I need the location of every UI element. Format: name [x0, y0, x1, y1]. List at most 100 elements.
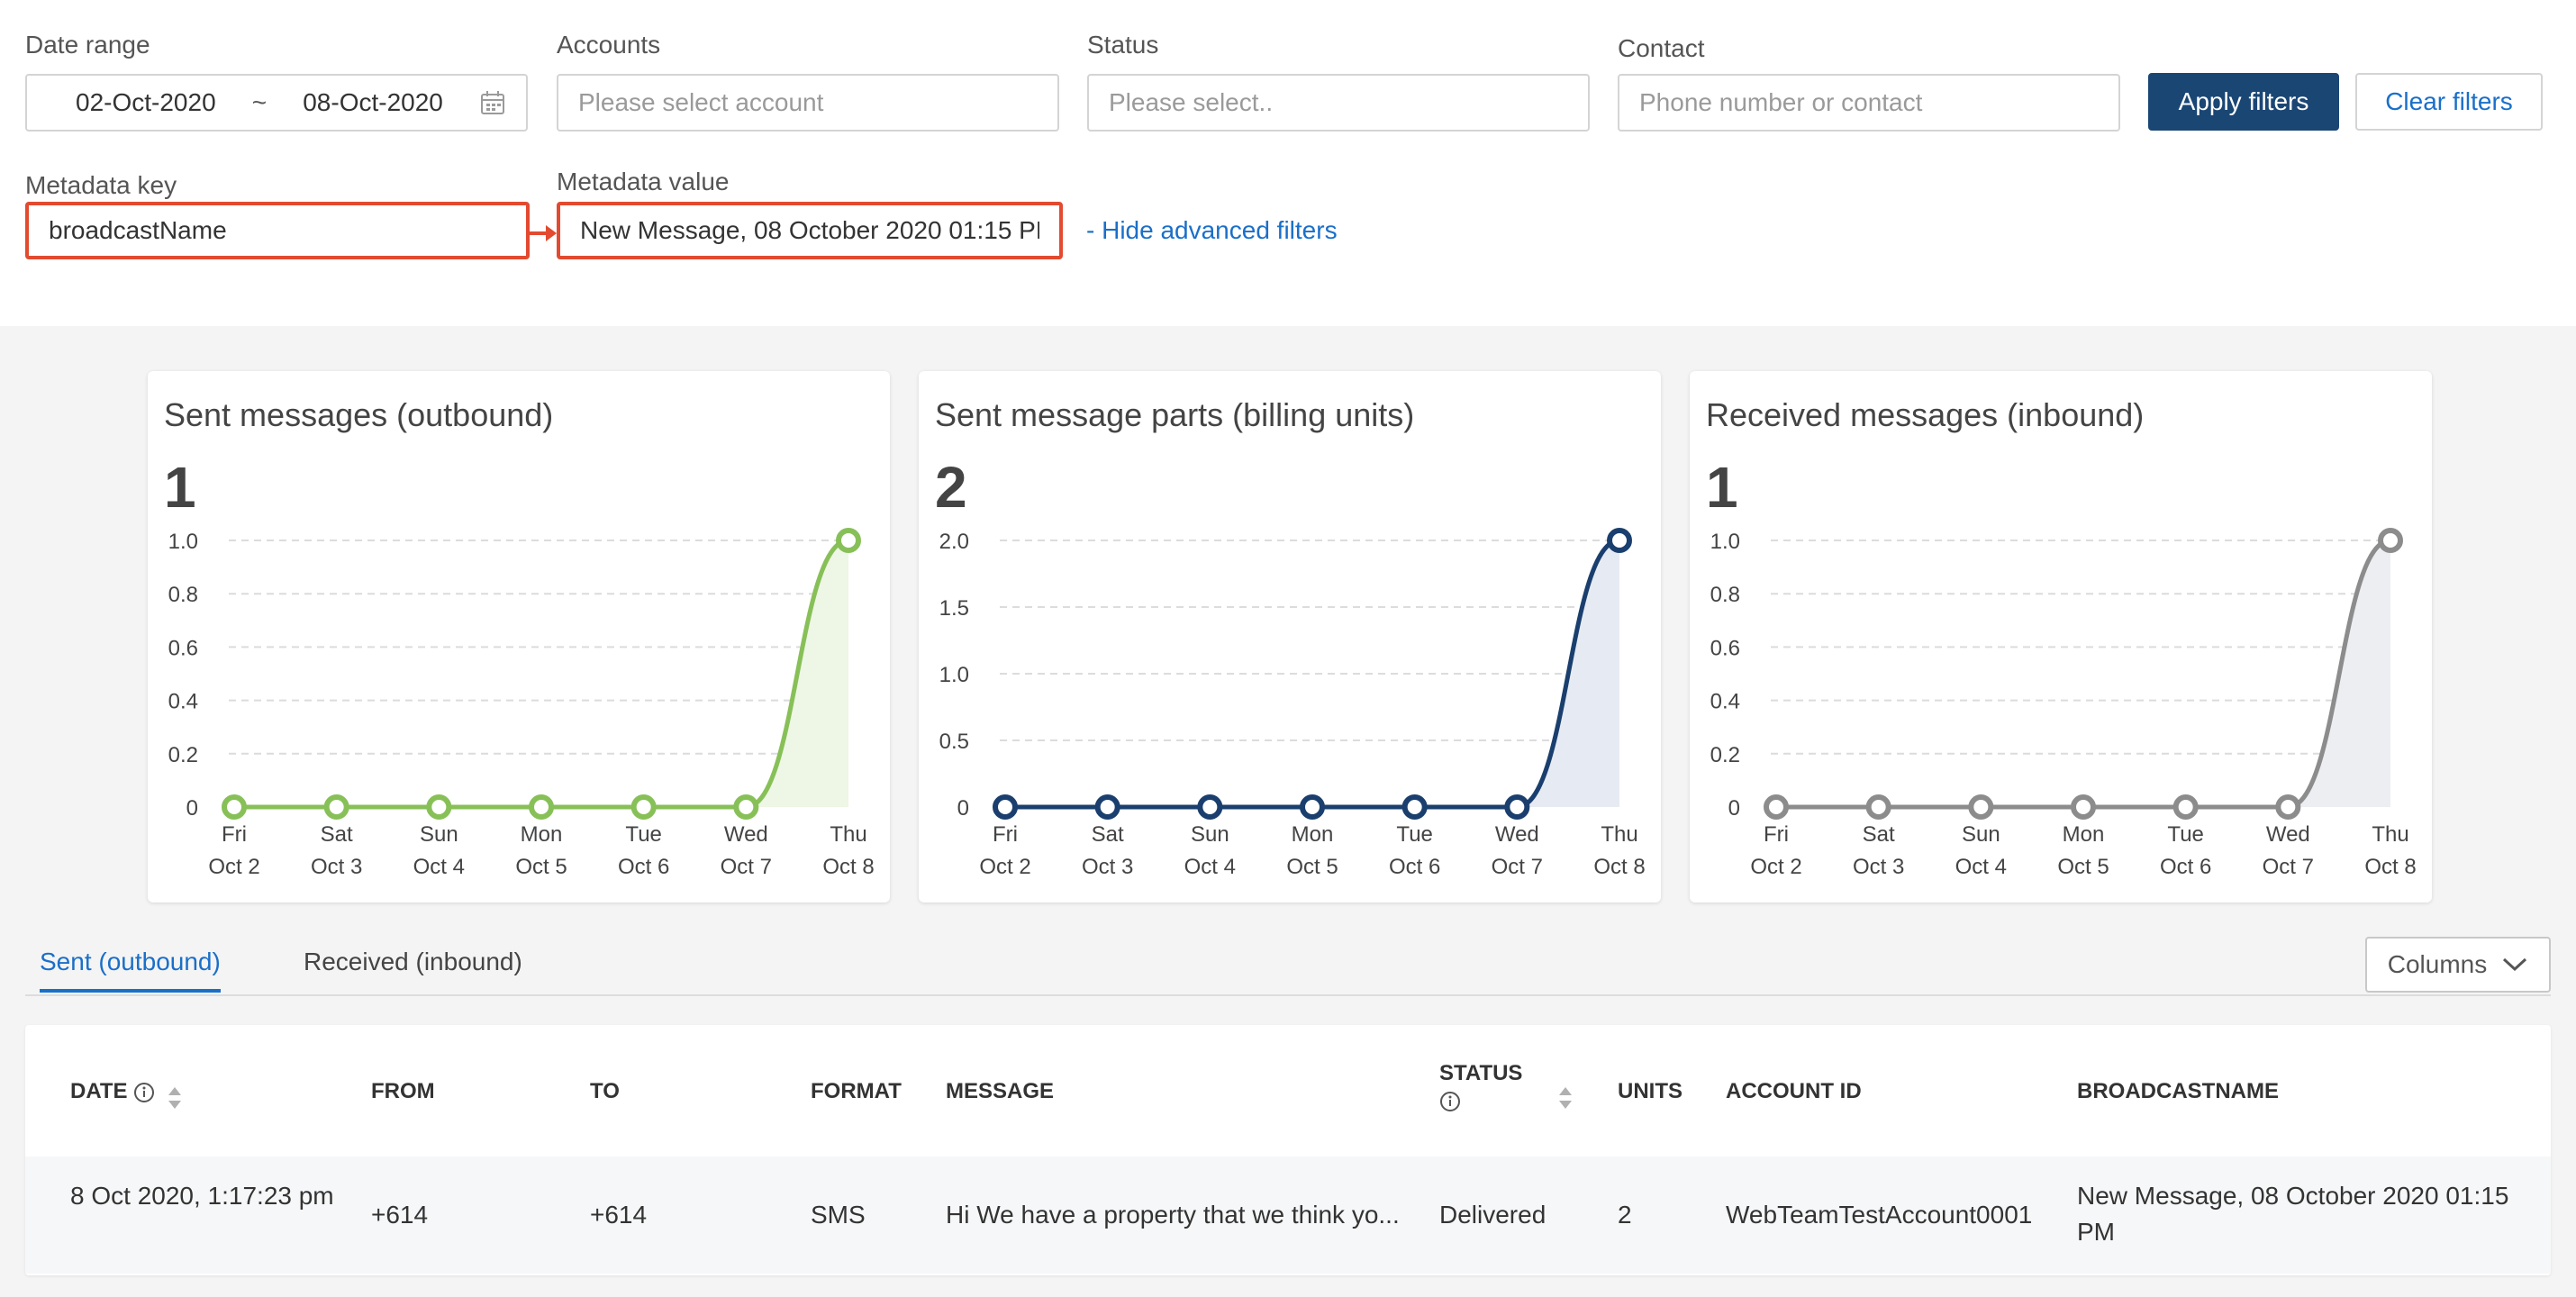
- y-tick-label: 0.6: [168, 636, 198, 660]
- cell-message: Hi We have a property that we think yo..…: [946, 1201, 1400, 1229]
- x-tick-label: Oct 3: [1082, 855, 1133, 879]
- x-tick-label: Oct 2: [979, 855, 1030, 879]
- chart-card-parts: Sent message parts (billing units) 2 2.0…: [919, 371, 1661, 902]
- tab-sent-outbound[interactable]: Sent (outbound): [40, 948, 221, 993]
- x-tick-label: Tue: [2167, 822, 2203, 847]
- x-tick-label: Sun: [420, 822, 458, 847]
- clear-filters-button[interactable]: Clear filters: [2355, 73, 2543, 131]
- series-line: [1775, 538, 2391, 810]
- x-tick-label: Sat: [1092, 822, 1124, 847]
- hide-advanced-filters-link[interactable]: - Hide advanced filters: [1086, 216, 1338, 244]
- data-point: [1094, 794, 1120, 820]
- data-point: [1865, 794, 1891, 820]
- header-account-id: ACCOUNT ID: [1726, 1079, 1862, 1103]
- info-icon[interactable]: [1439, 1091, 1461, 1112]
- tab-received-inbound[interactable]: Received (inbound): [304, 948, 522, 975]
- data-point: [222, 794, 247, 820]
- x-tick-label: Mon: [1292, 822, 1334, 847]
- received-messages-chart: 1.0 0.8 0.6 0.4 0.2 0 Fri Oct 2 Sat Oct 3 Sun Oct 4…: [1710, 528, 2417, 879]
- x-tick-label: Oct 6: [2160, 855, 2211, 879]
- x-tick-label: Oct 5: [1286, 855, 1338, 879]
- data-point: [1607, 528, 1632, 553]
- card-total: 1: [1706, 455, 1738, 520]
- y-tick-label: 0.8: [168, 583, 198, 607]
- columns-button[interactable]: Columns: [2365, 937, 2551, 993]
- metadata-value-input[interactable]: New Message, 08 October 2020 01:15 PM: [557, 202, 1063, 259]
- card-title: Sent messages (outbound): [164, 396, 554, 433]
- x-tick-label: Oct 8: [1593, 855, 1645, 879]
- x-tick-label: Fri: [222, 822, 247, 847]
- y-tick-label: 0.2: [168, 743, 198, 767]
- card-total: 2: [935, 455, 967, 520]
- y-tick-label: 0.2: [1710, 743, 1740, 767]
- data-point: [1504, 794, 1530, 820]
- date-from[interactable]: 02-Oct-2020: [76, 88, 216, 116]
- sort-icon[interactable]: [166, 1084, 184, 1111]
- y-tick-label: 0: [957, 796, 969, 821]
- header-message: MESSAGE: [946, 1079, 1055, 1103]
- date-range-input[interactable]: 02-Oct-2020 ~ 08-Oct-2020: [25, 74, 528, 132]
- data-point: [630, 794, 657, 820]
- x-tick-label: Oct 7: [721, 855, 772, 879]
- x-tick-label: Mon: [2063, 822, 2105, 847]
- connector-arrow-icon: [530, 225, 557, 241]
- series-area: [1776, 540, 2390, 807]
- cell-from: +614: [371, 1201, 429, 1229]
- header-units: UNITS: [1618, 1079, 1683, 1103]
- data-point: [1197, 794, 1223, 820]
- metadata-key-input[interactable]: broadcastName: [25, 202, 530, 259]
- x-tick-label: Tue: [625, 822, 661, 847]
- header-to: TO: [590, 1079, 620, 1103]
- x-tick-label: Sat: [321, 822, 353, 847]
- header-date-label: DATE: [70, 1079, 128, 1103]
- data-point: [733, 794, 759, 820]
- y-tick-label: 0.5: [939, 730, 969, 754]
- x-tick-label: Oct 8: [2364, 855, 2416, 879]
- y-tick-label: 0.4: [168, 690, 198, 714]
- contact-input[interactable]: Phone number or contact: [1618, 74, 2120, 132]
- y-tick-label: 0: [186, 796, 198, 821]
- y-tick-label: 1.0: [1710, 530, 1740, 554]
- date-to[interactable]: 08-Oct-2020: [303, 88, 443, 116]
- x-tick-label: Wed: [724, 822, 768, 847]
- sent-messages-chart: 1.0 0.8 0.6 0.4 0.2 0 Fri Oct 2 Sat Oct 3 Sun Oct 4…: [168, 528, 875, 879]
- cell-status: Delivered: [1439, 1201, 1547, 1229]
- x-tick-label: Oct 7: [1492, 855, 1543, 879]
- cell-date: 8 Oct 2020, 1:17:23 pm: [70, 1182, 334, 1210]
- data-point: [1300, 794, 1325, 820]
- cell-format: SMS: [811, 1201, 866, 1229]
- data-point: [426, 794, 452, 820]
- messages-table: DATE FROM TO FORMAT MESSAGE STATUS UNITS: [25, 1025, 2551, 1275]
- y-tick-label: 1.0: [939, 663, 969, 687]
- x-tick-label: Oct 8: [822, 855, 874, 879]
- x-tick-label: Oct 4: [413, 855, 465, 879]
- status-select[interactable]: Please select..: [1087, 74, 1590, 132]
- metadata-key-label: Metadata key: [25, 171, 177, 199]
- y-tick-label: 0: [1728, 796, 1740, 821]
- y-tick-label: 0.8: [1710, 583, 1740, 607]
- card-title: Received messages (inbound): [1706, 396, 2145, 433]
- sort-icon[interactable]: [1556, 1084, 1574, 1111]
- calendar-icon[interactable]: [479, 89, 506, 116]
- accounts-select[interactable]: Please select account: [557, 74, 1059, 132]
- x-tick-label: Mon: [521, 822, 563, 847]
- series-line: [1004, 538, 1620, 810]
- x-tick-label: Oct 2: [208, 855, 259, 879]
- cell-broadcastname: New Message, 08 October 2020 01:15 PM: [2077, 1182, 2509, 1246]
- chart-card-sent: Sent messages (outbound) 1 1.0 0.8 0.6 0.4 0…: [148, 371, 890, 902]
- apply-filters-button[interactable]: Apply filters: [2148, 73, 2339, 131]
- x-tick-label: Sun: [1191, 822, 1229, 847]
- data-point: [1764, 794, 1789, 820]
- x-tick-label: Tue: [1396, 822, 1432, 847]
- header-date[interactable]: DATE: [70, 1079, 155, 1104]
- table-row[interactable]: 8 Oct 2020, 1:17:23 pm +614 +614 SMS Hi …: [25, 1156, 2551, 1274]
- x-tick-label: Sun: [1962, 822, 2000, 847]
- message-parts-chart: 2.0 1.5 1.0 0.5 0 Fri Oct 2 Sat Oct 3 Sun Oct 4 Mon…: [939, 528, 1646, 879]
- header-status[interactable]: STATUS: [1439, 1061, 1522, 1112]
- header-status-label: STATUS: [1439, 1061, 1523, 1085]
- x-tick-label: Thu: [2372, 822, 2408, 847]
- card-title: Sent message parts (billing units): [935, 396, 1415, 433]
- x-tick-label: Oct 4: [1184, 855, 1236, 879]
- info-icon[interactable]: [133, 1082, 155, 1103]
- data-point: [993, 794, 1018, 820]
